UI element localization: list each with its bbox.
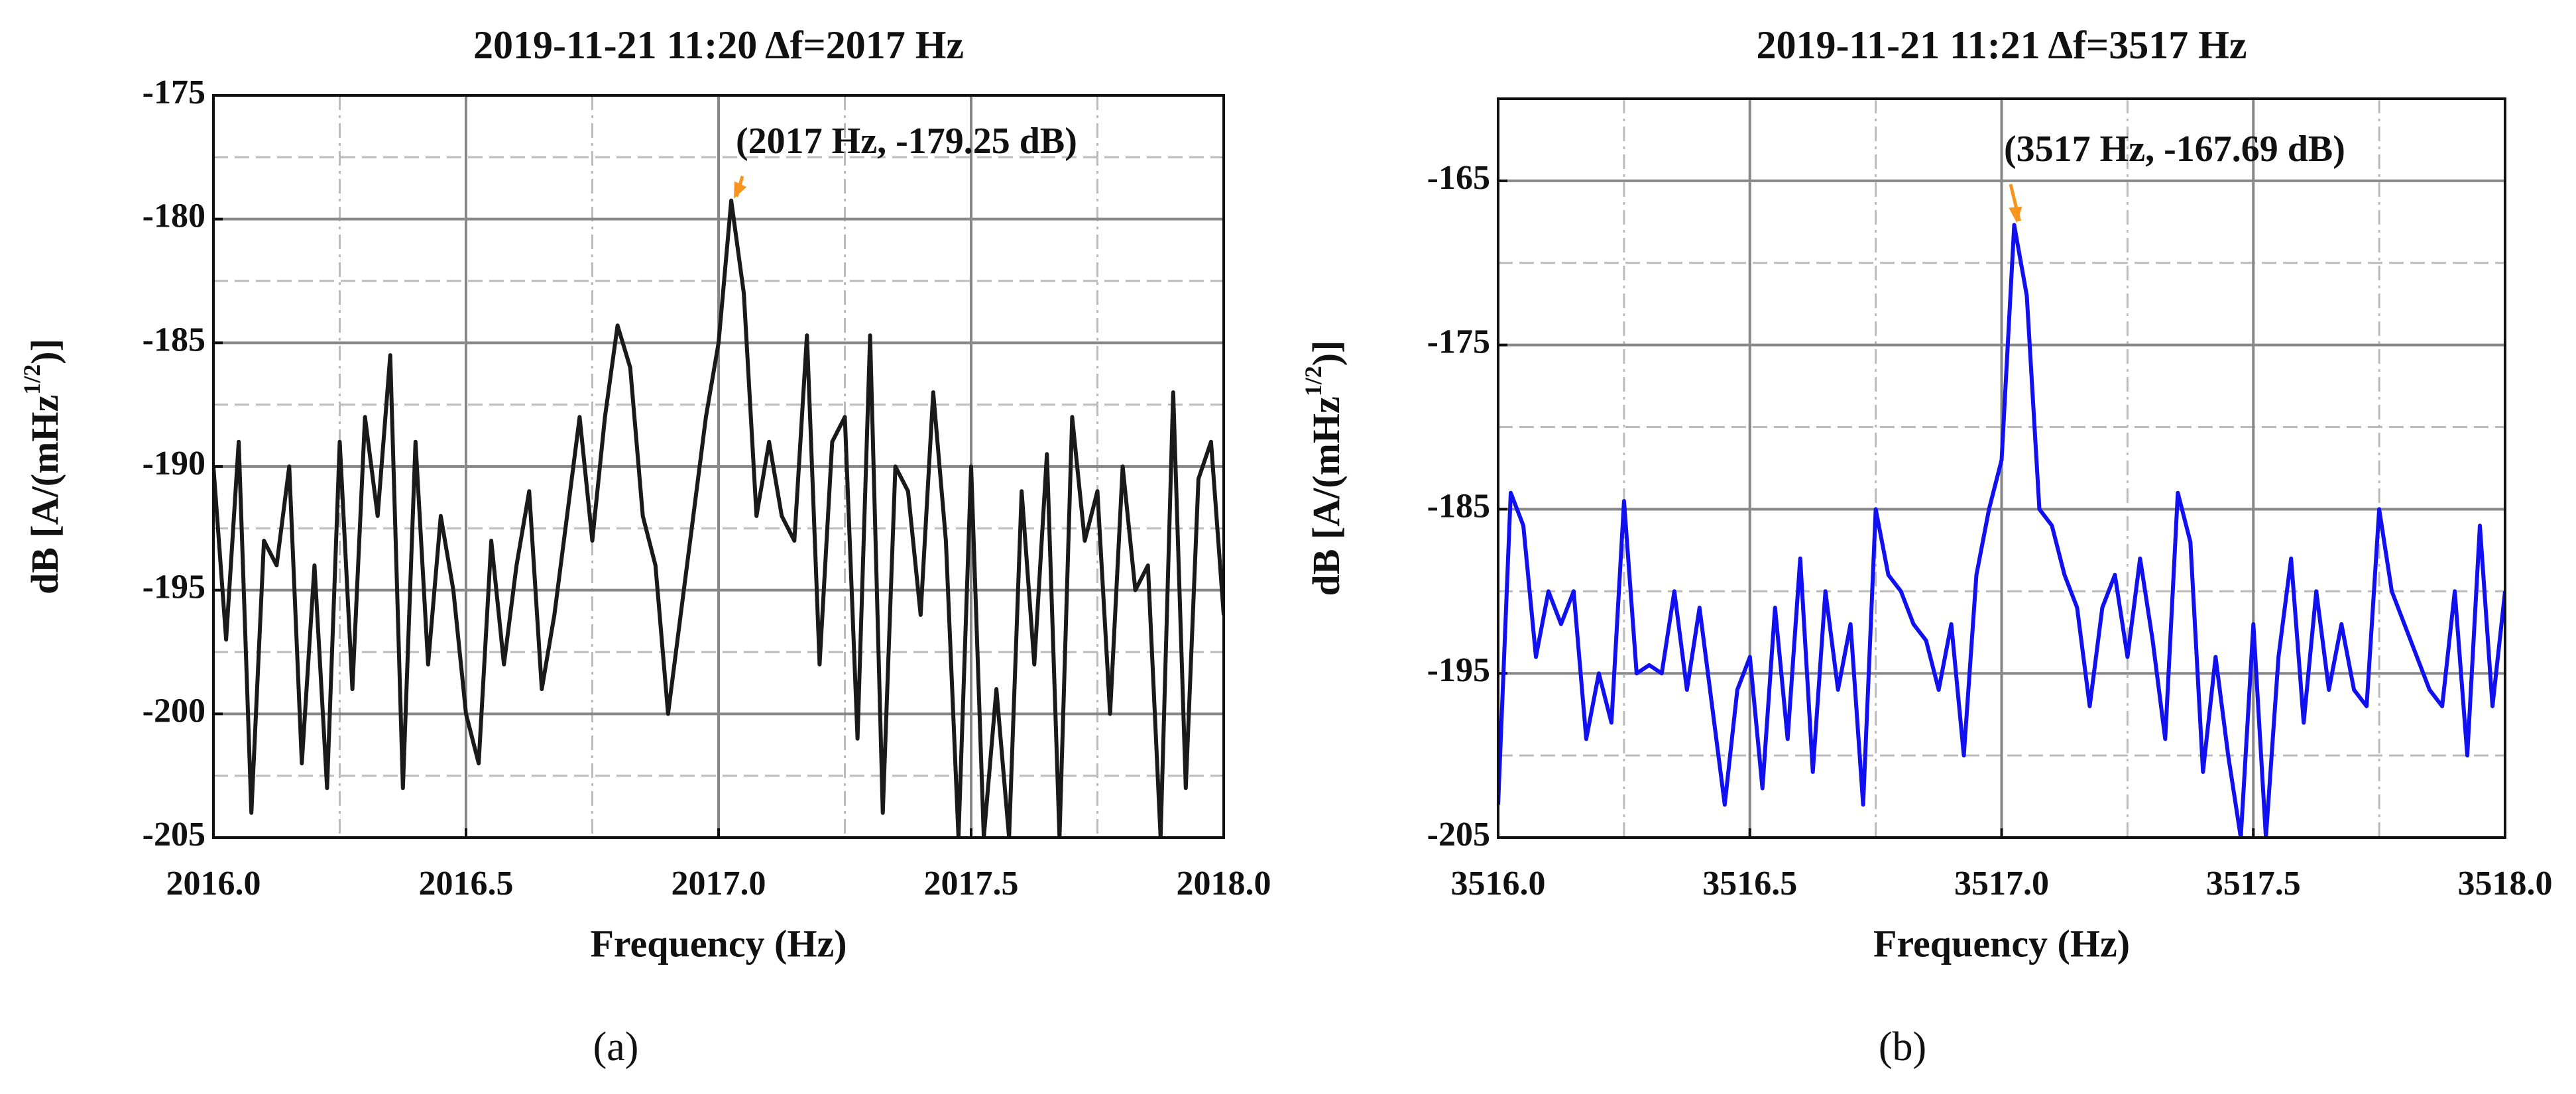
y-axis-label: dB [A/(mHz1/2)] [19,339,66,594]
y-tick-label: -200 [143,692,205,730]
y-tick-label: -175 [1427,323,1490,361]
annotation: (2017 Hz, -179.25 dB) [736,121,1077,162]
chart-title: 2019-11-21 11:20 Δf=2017 Hz [473,23,964,67]
annotation-arrowhead [734,181,747,199]
y-tick-label: -195 [143,569,205,606]
y-tick-label: -165 [1427,159,1490,197]
spectrum-line [1498,223,2505,838]
spectrum-line [213,198,1224,838]
x-tick-label: 3517.0 [1954,865,2049,903]
x-tick-label: 2017.0 [672,865,766,903]
x-axis-label: Frequency (Hz) [1873,922,2130,965]
y-tick-label: -195 [1427,651,1490,689]
x-axis-label: Frequency (Hz) [590,922,847,965]
panel-label: (b) [1879,1024,1926,1069]
x-tick-label: 2018.0 [1177,865,1271,903]
annotation: (3517 Hz, -167.69 dB) [2004,129,2345,170]
x-tick-label: 2017.5 [924,865,1019,903]
y-tick-label: -175 [143,74,205,111]
x-tick-label: 3518.0 [2458,865,2553,903]
annotation-arrowhead [2009,206,2022,223]
y-tick-label: -190 [143,445,205,482]
x-tick-label: 3517.5 [2206,865,2301,903]
y-tick-label: -185 [143,321,205,358]
y-axis-label-part: dB [A/(mHz [23,395,66,594]
y-axis-label-part: 1/2 [1300,366,1326,396]
y-axis-label-part: 1/2 [19,364,45,395]
y-axis-label-part: dB [A/(mHz [1305,396,1348,596]
panel: -205 -195 -185 -175 -165 3516.0 3516.5 3517.0 35… [1300,23,2552,1069]
panel: -205 -200 -195 -190 -185 -180 -175 2016.0 2016.5… [19,23,1271,1069]
y-tick-label: -180 [143,197,205,235]
y-tick-label: -205 [143,816,205,853]
x-tick-label: 3516.5 [1702,865,1797,903]
y-axis-label-part: )] [23,339,66,364]
chart-title: 2019-11-21 11:21 Δf=3517 Hz [1756,23,2247,67]
x-tick-label: 2016.0 [166,865,261,903]
plot-frame [212,94,1225,839]
x-tick-label: 3516.0 [1451,865,1546,903]
y-tick-label: -185 [1427,487,1490,525]
x-tick-label: 2016.5 [419,865,514,903]
plot-frame [1497,97,2506,839]
panel-label: (a) [593,1024,639,1069]
y-tick-label: -205 [1427,816,1490,853]
y-axis-label: dB [A/(mHz1/2)] [1300,341,1348,596]
y-axis-label-part: )] [1305,341,1348,366]
